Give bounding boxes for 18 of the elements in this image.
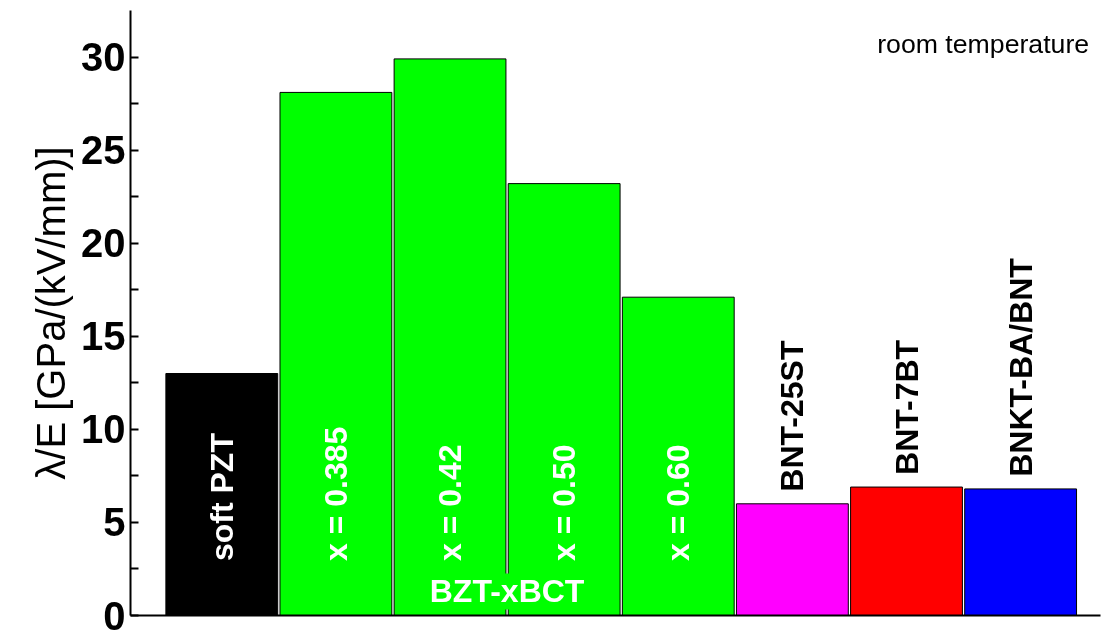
- annotation: room temperature: [877, 28, 1090, 59]
- y-tick-label: 10: [81, 407, 126, 452]
- y-tick-label: 5: [103, 500, 126, 545]
- x-tick-label: x = 0.50: [546, 444, 583, 562]
- y-tick-label: 20: [81, 221, 126, 266]
- x-tick-label: x = 0.60: [660, 444, 697, 562]
- y-tick-label: 15: [81, 314, 126, 359]
- x-tick-label: x = 0.42: [432, 444, 469, 562]
- x-tick-label: x = 0.385: [317, 426, 354, 562]
- y-tick-label: 0: [103, 593, 126, 636]
- y-tick-label: 30: [81, 35, 126, 80]
- annotation: BZT-xBCT: [429, 573, 585, 610]
- y-axis-title: λ/E [GPa/(kV/mm)]: [29, 146, 74, 480]
- x-tick-label: soft PZT: [203, 432, 240, 562]
- x-tick-label: BNKT-BA/BNT: [1002, 257, 1039, 477]
- y-tick-label: 25: [81, 128, 126, 173]
- x-tick-label: BNT-7BT: [888, 339, 925, 475]
- x-tick-label: BNT-25ST: [774, 340, 811, 492]
